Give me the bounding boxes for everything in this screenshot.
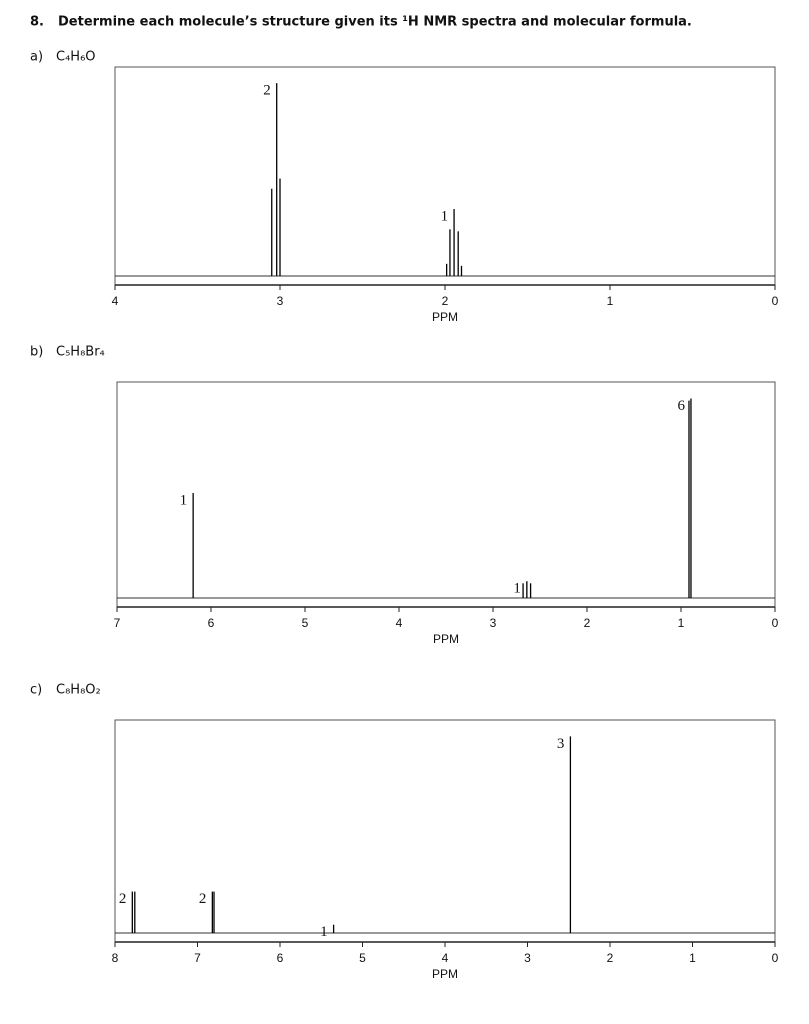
- x-tick-label: 8: [112, 951, 119, 965]
- x-tick-label: 1: [607, 294, 614, 308]
- formula: C₅H₈Br₄: [56, 345, 105, 360]
- x-tick-label: 0: [772, 951, 779, 965]
- part-label: a): [30, 50, 43, 65]
- x-tick-label: 6: [208, 616, 215, 630]
- x-tick-label: 1: [689, 951, 696, 965]
- x-tick-label: 1: [678, 616, 685, 630]
- x-axis-label: PPM: [432, 967, 458, 981]
- x-tick-label: 3: [524, 951, 531, 965]
- x-axis-label: PPM: [432, 310, 458, 324]
- part-label: b): [30, 345, 43, 360]
- x-tick-label: 4: [396, 616, 403, 630]
- x-tick-label: 2: [584, 616, 591, 630]
- part-label: c): [30, 683, 42, 698]
- x-axis-label: PPM: [433, 632, 459, 646]
- integration-label: 1: [441, 208, 449, 224]
- integration-label: 1: [513, 581, 521, 597]
- x-tick-label: 7: [114, 616, 121, 630]
- x-tick-label: 3: [277, 294, 284, 308]
- integration-label: 1: [320, 924, 328, 940]
- integration-label: 2: [263, 83, 271, 99]
- x-tick-label: 5: [302, 616, 309, 630]
- question-number: 8.: [30, 15, 44, 30]
- x-tick-label: 6: [277, 951, 284, 965]
- x-tick-label: 0: [772, 294, 779, 308]
- x-tick-label: 4: [442, 951, 449, 965]
- x-tick-label: 4: [112, 294, 119, 308]
- x-tick-label: 2: [442, 294, 449, 308]
- integration-label: 2: [119, 891, 127, 907]
- formula: C₈H₈O₂: [56, 683, 101, 698]
- plot-frame: [114, 66, 776, 286]
- x-tick-label: 7: [194, 951, 201, 965]
- formula: C₄H₆O: [56, 50, 96, 65]
- integration-label: 6: [677, 398, 685, 414]
- integration-label: 1: [180, 492, 188, 508]
- question-text: Determine each molecule’s structure give…: [58, 15, 692, 30]
- x-tick-label: 2: [607, 951, 614, 965]
- x-tick-label: 3: [490, 616, 497, 630]
- x-tick-label: 0: [772, 616, 779, 630]
- x-tick-label: 5: [359, 951, 366, 965]
- integration-label: 2: [199, 891, 207, 907]
- plot-frame: [116, 381, 776, 608]
- integration-label: 3: [557, 736, 565, 752]
